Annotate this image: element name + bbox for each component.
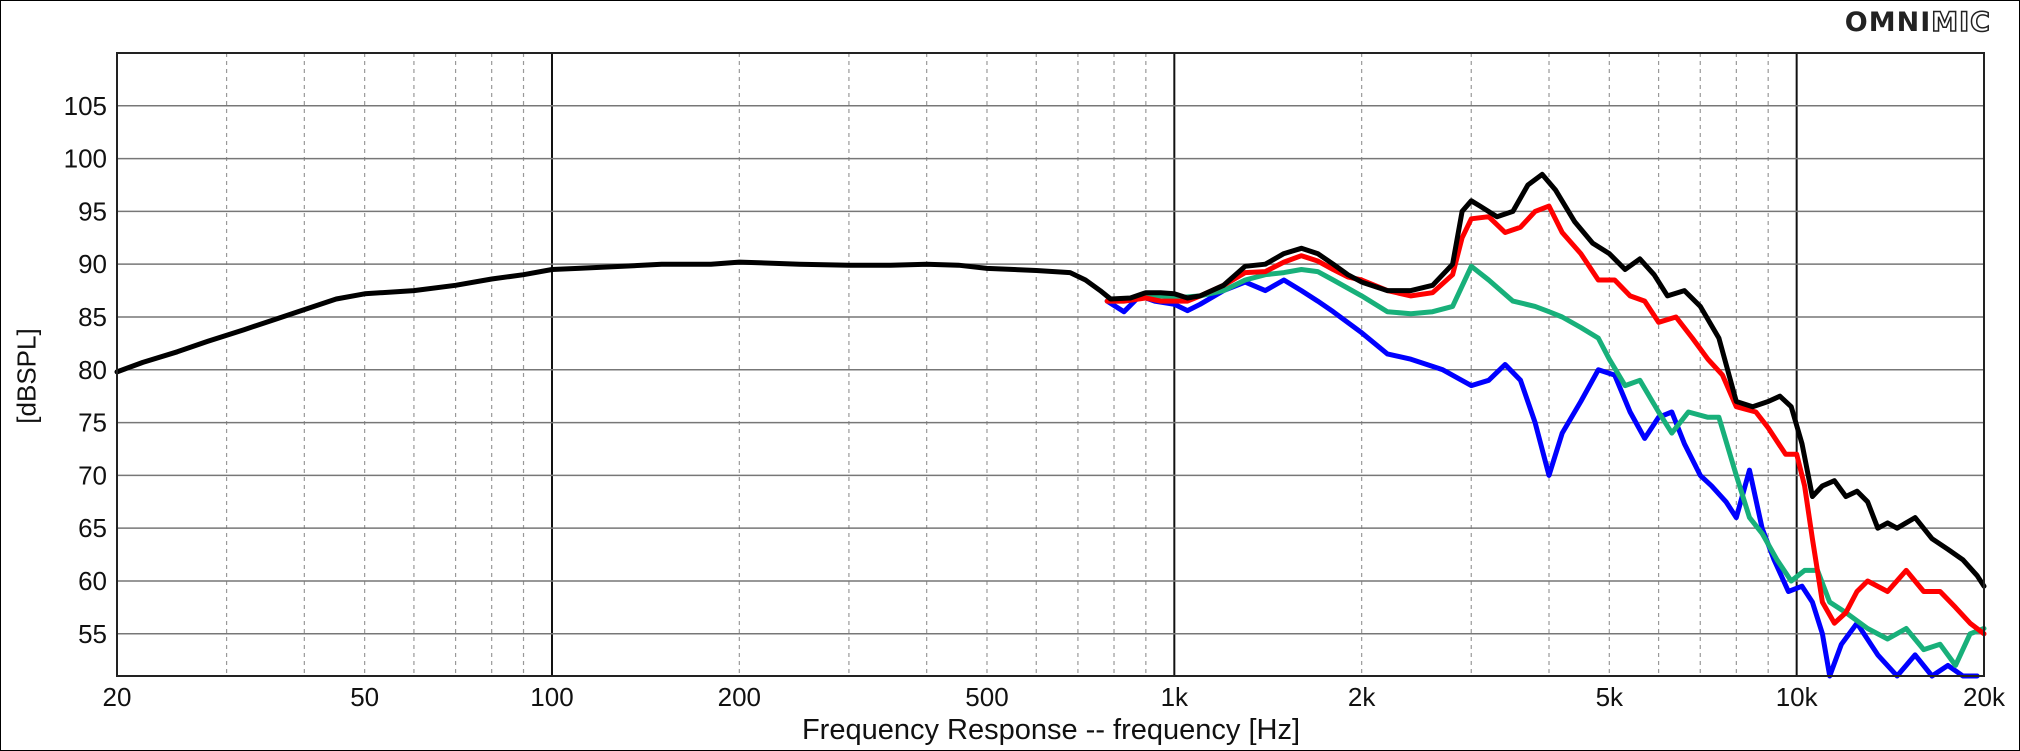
y-tick-label: 95 — [78, 196, 107, 226]
tick-labels: 55 60 65 70 75 80 85 90 95 100 105 20 50 100 200 500 1k 2… — [64, 91, 2006, 712]
x-tick-label: 50 — [350, 682, 379, 712]
y-tick-label: 55 — [78, 619, 107, 649]
x-tick-label: 2k — [1348, 682, 1376, 712]
plot-border — [116, 52, 1985, 677]
x-tick-label: 5k — [1596, 682, 1624, 712]
y-tick-label: 105 — [64, 91, 107, 121]
y-tick-label: 65 — [78, 513, 107, 543]
y-tick-label: 85 — [78, 302, 107, 332]
x-tick-label: 1k — [1161, 682, 1189, 712]
x-axis-label: Frequency Response -- frequency [Hz] — [801, 714, 1301, 746]
x-tick-label: 100 — [530, 682, 573, 712]
series-line-0 — [1104, 277, 1980, 679]
series-line-3 — [114, 171, 1987, 589]
y-tick-label: 60 — [78, 566, 107, 596]
logo-text-outline: MIC — [1931, 6, 1991, 39]
y-tick-label: 80 — [78, 355, 107, 385]
series-line-2 — [1104, 203, 1987, 637]
omnimic-logo: OMNIMIC — [1844, 6, 1991, 39]
y-tick-label: 70 — [78, 460, 107, 490]
y-tick-label: 75 — [78, 408, 107, 438]
y-axis-label: [dBSPL] — [11, 328, 42, 424]
series-layer — [114, 171, 1987, 679]
series-line-1 — [1104, 263, 1987, 668]
x-tick-label: 500 — [965, 682, 1008, 712]
grid-lines — [117, 53, 1984, 676]
x-tick-label: 200 — [718, 682, 761, 712]
plot-background — [117, 53, 1984, 676]
logo-text-bold: OMNI — [1844, 7, 1932, 38]
y-tick-label: 100 — [64, 144, 107, 174]
x-tick-label: 10k — [1776, 682, 1819, 712]
x-tick-label: 20k — [1963, 682, 2006, 712]
x-tick-label: 20 — [103, 682, 132, 712]
y-tick-label: 90 — [78, 249, 107, 279]
